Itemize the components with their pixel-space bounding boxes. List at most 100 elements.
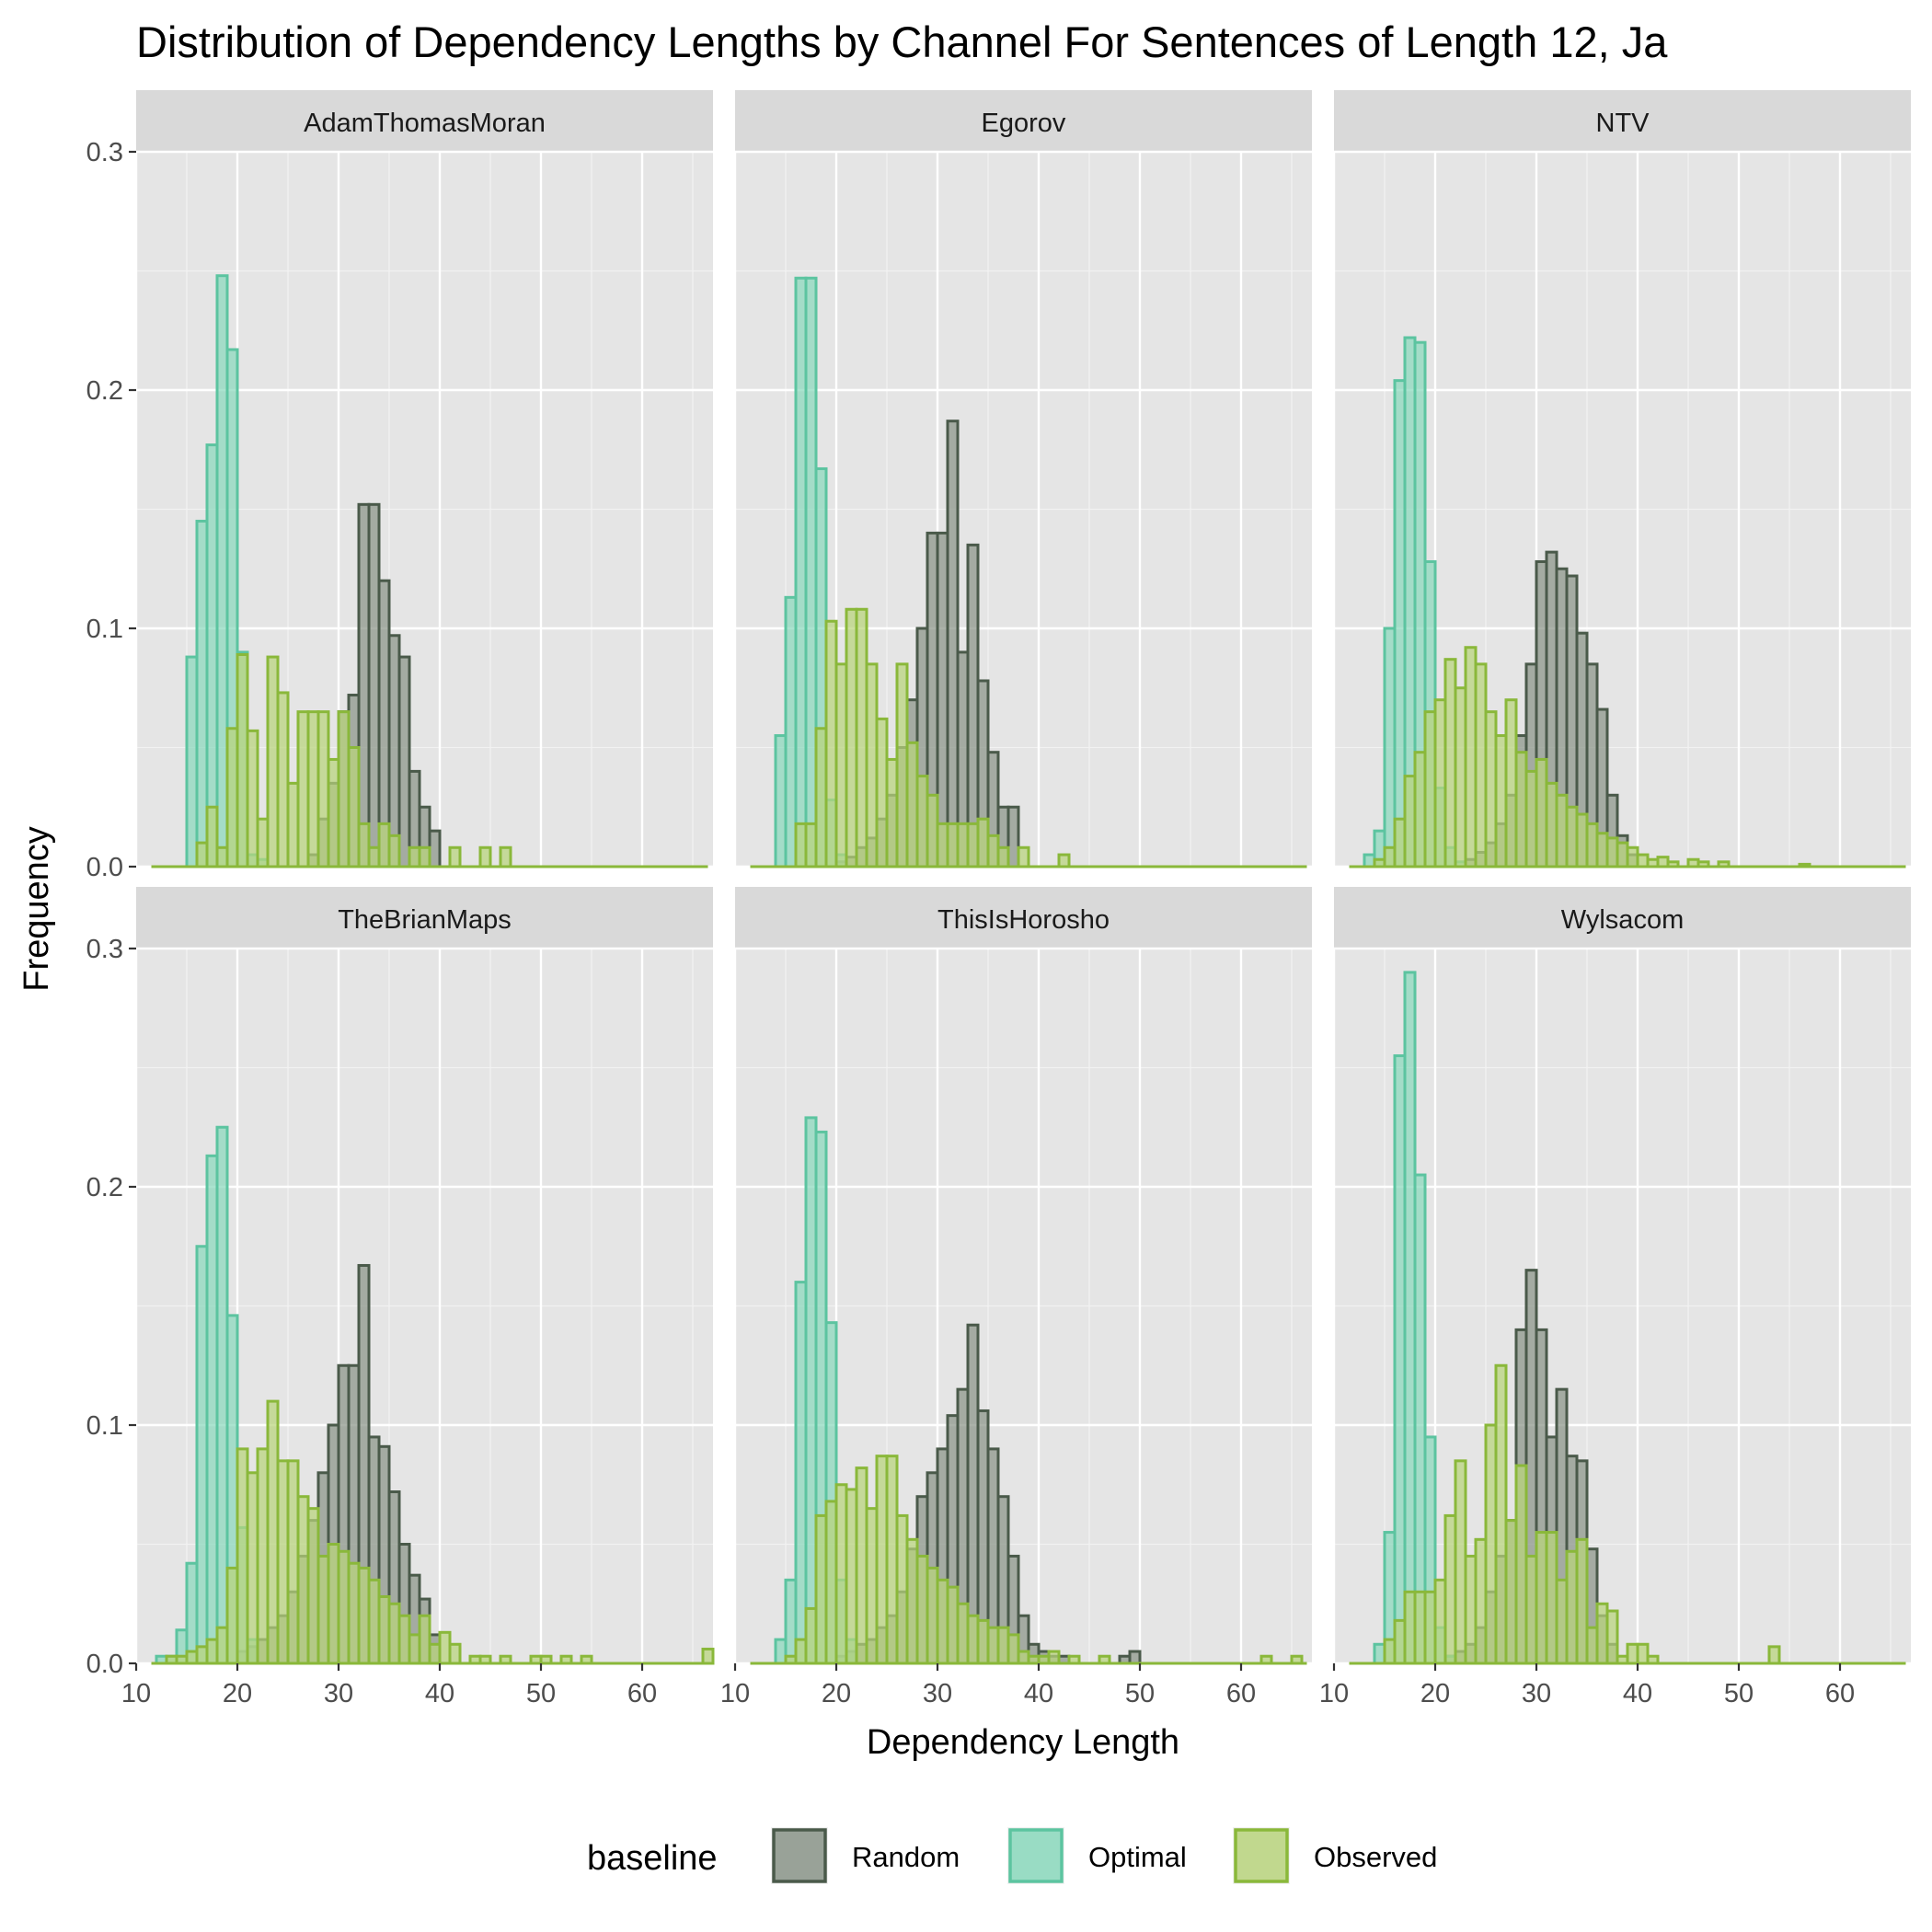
y-tick-label: 0.2 — [86, 1173, 123, 1202]
bar-observed — [1057, 853, 1071, 868]
bar-observed — [1535, 757, 1548, 868]
x-tick-label: 60 — [627, 1679, 657, 1708]
bar-observed — [824, 619, 838, 868]
bar-observed — [845, 1488, 858, 1665]
bar-observed — [834, 1483, 848, 1665]
bar-observed — [926, 793, 939, 868]
facet-strip — [735, 887, 1312, 949]
bar-observed — [236, 1447, 249, 1665]
bar-observed — [316, 710, 330, 868]
bar-optimal — [774, 1638, 788, 1665]
bar-optimal — [774, 734, 788, 868]
bar-observed — [1585, 822, 1599, 868]
bar-optimal — [195, 1245, 209, 1665]
bar-observed — [1595, 832, 1609, 868]
bar-observed — [915, 1554, 929, 1665]
bar-observed — [966, 822, 980, 868]
bar-observed — [327, 757, 340, 868]
bar-observed — [905, 741, 919, 868]
bar-observed — [804, 1606, 818, 1665]
facet-panels: AdamThomasMoran 0.0 0.1 0.2 0.3 Egorov NTV TheB… — [86, 90, 1911, 1708]
bar-observed — [185, 1650, 199, 1665]
bar-observed — [1535, 1531, 1548, 1665]
bar-observed — [236, 652, 249, 868]
facet-strip — [1334, 90, 1911, 152]
bar-observed — [1454, 686, 1467, 868]
y-tick-label: 0.0 — [86, 853, 123, 882]
bar-observed — [1656, 856, 1670, 868]
bar-observed — [347, 1561, 361, 1665]
bar-observed — [367, 1578, 381, 1665]
x-tick-label: 60 — [1825, 1679, 1855, 1708]
bar-observed — [1514, 751, 1528, 868]
x-tick-label: 40 — [1623, 1679, 1652, 1708]
bar-observed — [296, 710, 310, 868]
y-tick-label: 0.0 — [86, 1650, 123, 1679]
bar-random — [367, 502, 381, 868]
facet-strip-label: ThisIsHorosho — [937, 905, 1110, 935]
bar-observed — [1494, 734, 1508, 868]
bar-observed — [1605, 836, 1619, 868]
panel-Egorov: Egorov — [733, 90, 1312, 868]
bar-observed — [195, 1645, 209, 1665]
bar-observed — [1504, 1519, 1518, 1665]
bar-observed — [1636, 1642, 1650, 1665]
x-tick-label: 50 — [526, 1679, 556, 1708]
bar-observed — [946, 1585, 960, 1665]
legend-key-observed — [1234, 1828, 1289, 1883]
bar-observed — [701, 1647, 715, 1665]
bar-optimal — [1373, 1642, 1386, 1665]
bar-observed — [1555, 793, 1569, 868]
bar-observed — [377, 1594, 391, 1665]
bar-observed — [478, 845, 492, 868]
bar-observed — [387, 834, 401, 868]
bar-observed — [357, 1566, 371, 1665]
bar-observed — [976, 1618, 990, 1665]
bar-random — [428, 829, 442, 868]
legend-label-observed: Observed — [1314, 1841, 1437, 1873]
y-tick-label: 0.3 — [86, 138, 123, 167]
bar-observed — [205, 805, 219, 868]
bar-optimal — [185, 655, 199, 868]
bar-observed — [1423, 1590, 1437, 1665]
bar-random — [966, 1323, 980, 1665]
bar-observed — [225, 1566, 239, 1665]
bar-observed — [895, 662, 909, 868]
bar-optimal — [1403, 971, 1417, 1665]
bar-observed — [956, 1602, 970, 1665]
bar-observed — [438, 1630, 452, 1665]
bar-optimal — [1413, 1173, 1427, 1665]
x-tick-label: 20 — [223, 1679, 252, 1708]
bar-observed — [1575, 812, 1589, 868]
bar-observed — [1017, 1650, 1030, 1665]
bar-observed — [1484, 1423, 1498, 1665]
bar-random — [397, 655, 411, 868]
y-tick-label: 0.2 — [86, 376, 123, 406]
legend: baseline Random Optimal Observed — [587, 1827, 1437, 1884]
y-tick-label: 0.1 — [86, 1411, 123, 1441]
bar-random — [387, 634, 401, 868]
bar-observed — [845, 607, 858, 868]
bar-observed — [865, 662, 879, 868]
x-tick-label: 40 — [425, 1679, 454, 1708]
legend-label-optimal: Optimal — [1088, 1841, 1187, 1873]
bar-observed — [986, 834, 1000, 868]
panel-NTV: NTV — [1332, 90, 1911, 868]
bar-observed — [306, 710, 320, 868]
y-tick-label: 0.1 — [86, 615, 123, 644]
chart-title: Distribution of Dependency Lengths by Ch… — [136, 17, 1668, 66]
series-observed — [195, 652, 512, 868]
legend-key-random — [772, 1828, 827, 1883]
bar-observed — [1433, 1578, 1447, 1665]
bar-observed — [225, 727, 239, 868]
bar-observed — [1454, 1459, 1467, 1665]
bar-observed — [1524, 1554, 1538, 1665]
bar-observed — [875, 1455, 889, 1665]
bar-observed — [1413, 1590, 1427, 1665]
x-tick-label: 30 — [923, 1679, 952, 1708]
y-axis-title: Frequency — [17, 826, 56, 992]
bar-observed — [408, 845, 421, 868]
bar-observed — [1464, 1554, 1478, 1665]
bar-observed — [246, 1471, 259, 1665]
